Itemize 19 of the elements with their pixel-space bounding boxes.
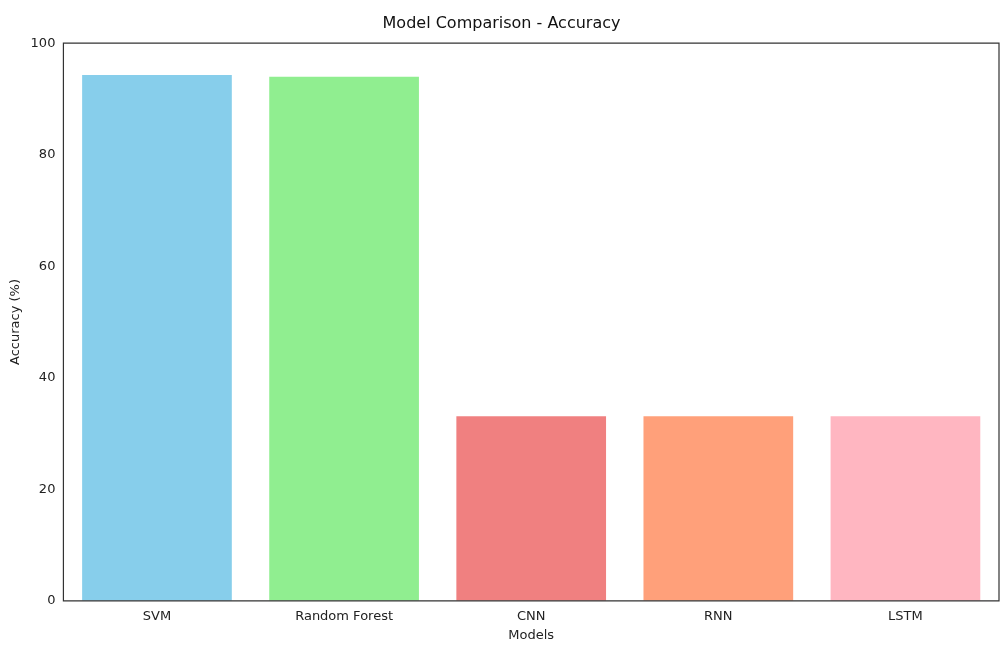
y-axis-title: Accuracy (%) [7,279,23,365]
y-tick-label: 0 [47,592,56,608]
x-tick-label: RNN [704,607,733,623]
x-tick-label: Random Forest [295,607,394,623]
y-tick-label: 40 [38,369,56,385]
x-tick-label: LSTM [888,607,923,623]
y-tick-label: 20 [38,480,56,496]
x-tick-label: SVM [142,607,172,623]
y-tick-label: 80 [38,146,56,162]
x-tick-label: CNN [516,607,546,623]
bar [269,76,419,601]
x-axis-title: Models [508,626,555,642]
bar [82,74,232,601]
y-tick-label: 60 [38,257,56,273]
y-tick-label: 100 [30,34,56,50]
bar [456,416,607,601]
chart-title: Model Comparison - Accuracy [382,12,621,32]
bar [830,416,981,601]
bar [643,416,794,601]
